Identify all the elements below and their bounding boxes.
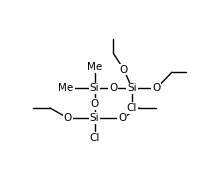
Text: Si: Si <box>127 83 137 93</box>
Text: Cl: Cl <box>89 132 100 143</box>
Text: Si: Si <box>90 113 99 123</box>
Text: O: O <box>118 113 126 123</box>
Text: Cl: Cl <box>127 103 137 113</box>
Text: Me: Me <box>59 83 74 93</box>
Text: O: O <box>120 65 128 75</box>
Text: Si: Si <box>90 83 99 93</box>
Text: O: O <box>152 83 161 93</box>
Text: O: O <box>91 99 99 109</box>
Text: O: O <box>109 83 117 93</box>
Text: Me: Me <box>87 62 102 72</box>
Text: O: O <box>64 113 72 123</box>
